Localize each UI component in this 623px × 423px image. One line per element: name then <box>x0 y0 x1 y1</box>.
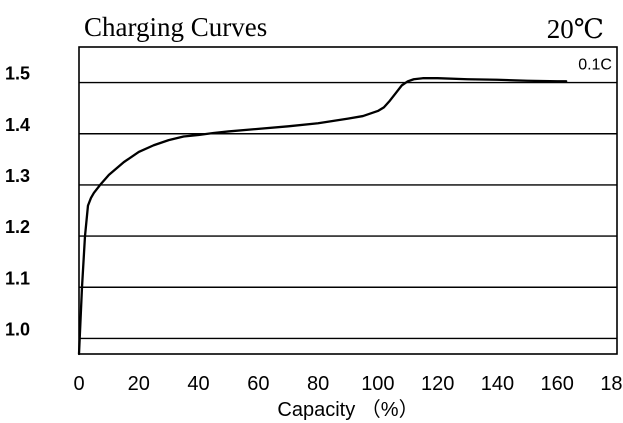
data-point <box>93 192 95 194</box>
data-point <box>90 197 92 199</box>
data-point <box>123 161 125 163</box>
y-tick-label: 1.5 <box>5 64 30 84</box>
data-point <box>437 77 439 79</box>
series-lines: 0.1C <box>77 56 612 356</box>
data-point <box>413 78 415 80</box>
y-tick-label: 1.0 <box>5 319 30 339</box>
grid-lines <box>79 81 617 340</box>
x-tick-label: 80 <box>307 373 329 395</box>
y-tick-label: 1.4 <box>5 115 30 135</box>
x-tick-label: 0 <box>73 373 84 395</box>
data-point <box>81 287 83 289</box>
y-tick-label: 1.3 <box>5 166 30 186</box>
data-point <box>258 128 260 130</box>
data-point <box>395 92 397 94</box>
x-tick-label: 120 <box>421 373 454 395</box>
data-point <box>287 126 289 128</box>
data-point <box>497 79 499 81</box>
y-axis-ticks: 1.0 1.1 1.2 1.3 1.4 1.5 <box>5 64 30 340</box>
series-label-0: 0.1C <box>578 56 612 73</box>
data-point <box>138 151 140 153</box>
data-point <box>383 107 385 109</box>
data-point <box>228 131 230 133</box>
data-point <box>78 353 80 355</box>
x-axis-label: Capacity （%） <box>277 398 418 421</box>
data-point <box>213 132 215 134</box>
data-point <box>168 139 170 141</box>
data-point <box>407 80 409 82</box>
data-point <box>99 184 101 186</box>
data-point <box>183 136 185 138</box>
data-point <box>401 85 403 87</box>
x-tick-label: 160 <box>541 373 574 395</box>
data-point <box>198 134 200 136</box>
x-tick-label: 20 <box>128 373 150 395</box>
x-tick-label: 140 <box>481 373 514 395</box>
data-point <box>527 80 529 82</box>
x-tick-label: 60 <box>247 373 269 395</box>
data-point <box>377 110 379 112</box>
chart-subtitle: 20℃ <box>547 14 604 44</box>
data-point <box>467 78 469 80</box>
y-tick-label: 1.2 <box>5 217 30 237</box>
data-point <box>362 115 364 117</box>
data-point <box>87 205 89 207</box>
chart-title: Charging Curves <box>84 12 267 42</box>
data-point <box>347 118 349 120</box>
x-tick-label: 180 <box>600 373 623 395</box>
data-point <box>108 174 110 176</box>
data-point <box>565 80 567 82</box>
data-point <box>84 236 86 238</box>
x-tick-label: 40 <box>187 373 209 395</box>
y-tick-label: 1.1 <box>5 268 30 288</box>
data-point <box>317 122 319 124</box>
data-point <box>556 80 558 82</box>
data-point <box>153 144 155 146</box>
x-tick-label: 100 <box>361 373 394 395</box>
data-point <box>422 77 424 79</box>
plot-area-border <box>78 46 618 355</box>
data-point <box>389 100 391 102</box>
series-line-0 <box>77 77 568 356</box>
x-axis-ticks: 0 20 40 60 80 100 120 140 160 180 <box>73 373 623 395</box>
